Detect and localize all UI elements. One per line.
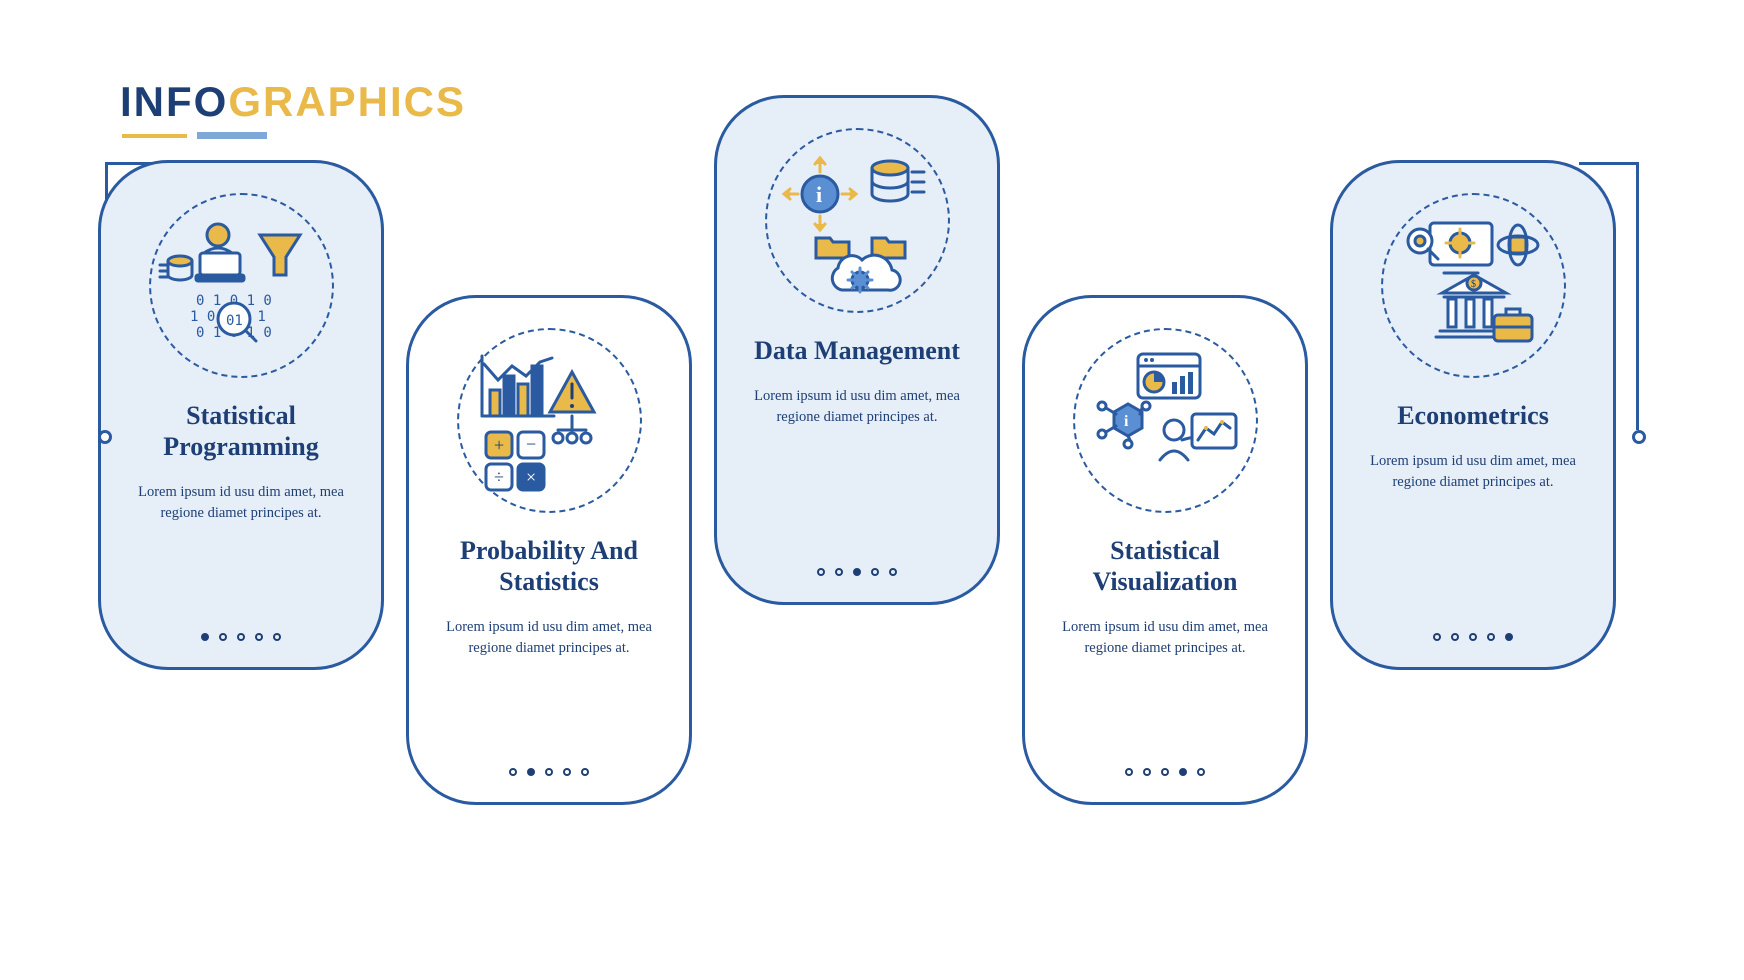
card-title: Statistical Programming [129,400,353,462]
dot [871,568,879,576]
card-title: Data Management [754,335,960,366]
card-title: Probability And Statistics [437,535,661,597]
dot [853,568,861,576]
dot [889,568,897,576]
svg-text:÷: ÷ [494,467,504,487]
connector-endpoint [1632,430,1646,444]
data-management-icon: i [765,128,950,313]
dot [1433,633,1441,641]
card-body: Lorem ipsum id usu dim amet, mea regione… [1053,617,1277,659]
card-title: Econometrics [1397,400,1549,431]
card-body: Lorem ipsum id usu dim amet, mea regione… [437,617,661,659]
dot [1161,768,1169,776]
probability-icon: + − ÷ × [457,328,642,513]
dot [1451,633,1459,641]
svg-text:−: − [526,434,536,454]
dot [563,768,571,776]
dot [255,633,263,641]
svg-text:$: $ [1471,279,1476,290]
dot [1487,633,1495,641]
card-statistical-programming: 0 1 0 1 0 1 0 1 0 1 0 1 0 1 0 01 Statist… [98,160,384,670]
dot [237,633,245,641]
stat-programming-icon: 0 1 0 1 0 1 0 1 0 1 0 1 0 1 0 01 [149,193,334,378]
card-body: Lorem ipsum id usu dim amet, mea regione… [745,386,969,428]
dot [1125,768,1133,776]
pagination-dots [509,768,589,776]
card-body: Lorem ipsum id usu dim amet, mea regione… [1361,451,1585,493]
header-word-1: INFO [120,78,228,125]
pagination-dots [817,568,897,576]
svg-text:01: 01 [226,313,243,329]
card-body: Lorem ipsum id usu dim amet, mea regione… [129,482,353,524]
card-data-management: i [714,95,1000,605]
header-title: INFOGRAPHICS [120,78,466,126]
cards-row: 0 1 0 1 0 1 0 1 0 1 0 1 0 1 0 01 Statist… [98,135,1638,805]
dot [1179,768,1187,776]
svg-text:+: + [494,435,504,455]
card-econometrics: $ Econometrics Lorem ipsum id usu dim am… [1330,160,1616,670]
connector-endpoint [98,430,112,444]
dot [527,768,535,776]
dot [835,568,843,576]
card-statistical-visualization: i Statistical Visualization Lorem ipsum … [1022,295,1308,805]
econometrics-icon: $ [1381,193,1566,378]
dot [545,768,553,776]
dot [273,633,281,641]
dot [1505,633,1513,641]
svg-text:×: × [526,467,536,487]
header: INFOGRAPHICS [120,78,466,138]
pagination-dots [1433,633,1513,641]
dot [1143,768,1151,776]
dot [509,768,517,776]
card-probability-statistics: + − ÷ × Probability And Statistics Lorem… [406,295,692,805]
pagination-dots [1125,768,1205,776]
header-word-2: GRAPHICS [228,78,466,125]
dot [817,568,825,576]
dot [201,633,209,641]
svg-text:i: i [1124,413,1129,430]
dot [1197,768,1205,776]
dot [581,768,589,776]
dot [1469,633,1477,641]
visualization-icon: i [1073,328,1258,513]
pagination-dots [201,633,281,641]
svg-text:i: i [816,182,822,207]
card-title: Statistical Visualization [1053,535,1277,597]
dot [219,633,227,641]
